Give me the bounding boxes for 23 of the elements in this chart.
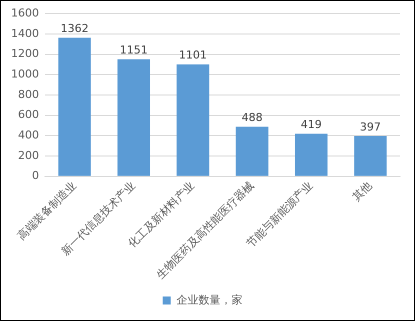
data-label: 1151 bbox=[120, 44, 148, 57]
data-label: 1362 bbox=[60, 22, 89, 36]
legend-label: 企业数量，家 bbox=[176, 293, 242, 306]
bar bbox=[58, 38, 91, 176]
y-tick-label: 1200 bbox=[10, 47, 39, 60]
bar bbox=[294, 134, 328, 176]
y-tick-label: 400 bbox=[18, 128, 39, 142]
data-label: 1101 bbox=[178, 48, 207, 62]
data-label: 397 bbox=[360, 120, 381, 134]
y-tick-label: 800 bbox=[18, 88, 39, 101]
bar bbox=[117, 59, 150, 176]
y-tick-label: 1000 bbox=[10, 67, 39, 80]
y-tick-label: 600 bbox=[18, 108, 39, 122]
data-label: 419 bbox=[300, 118, 322, 132]
bar bbox=[236, 126, 268, 176]
y-tick-label: 200 bbox=[18, 148, 39, 162]
x-tick-label: 其他 bbox=[350, 178, 375, 204]
y-tick-label: 1400 bbox=[10, 26, 39, 40]
y-tick-label: 0 bbox=[32, 169, 39, 182]
y-tick-label: 1600 bbox=[10, 6, 39, 20]
bar bbox=[354, 136, 387, 176]
bar bbox=[176, 64, 210, 176]
data-label: 488 bbox=[242, 111, 263, 124]
